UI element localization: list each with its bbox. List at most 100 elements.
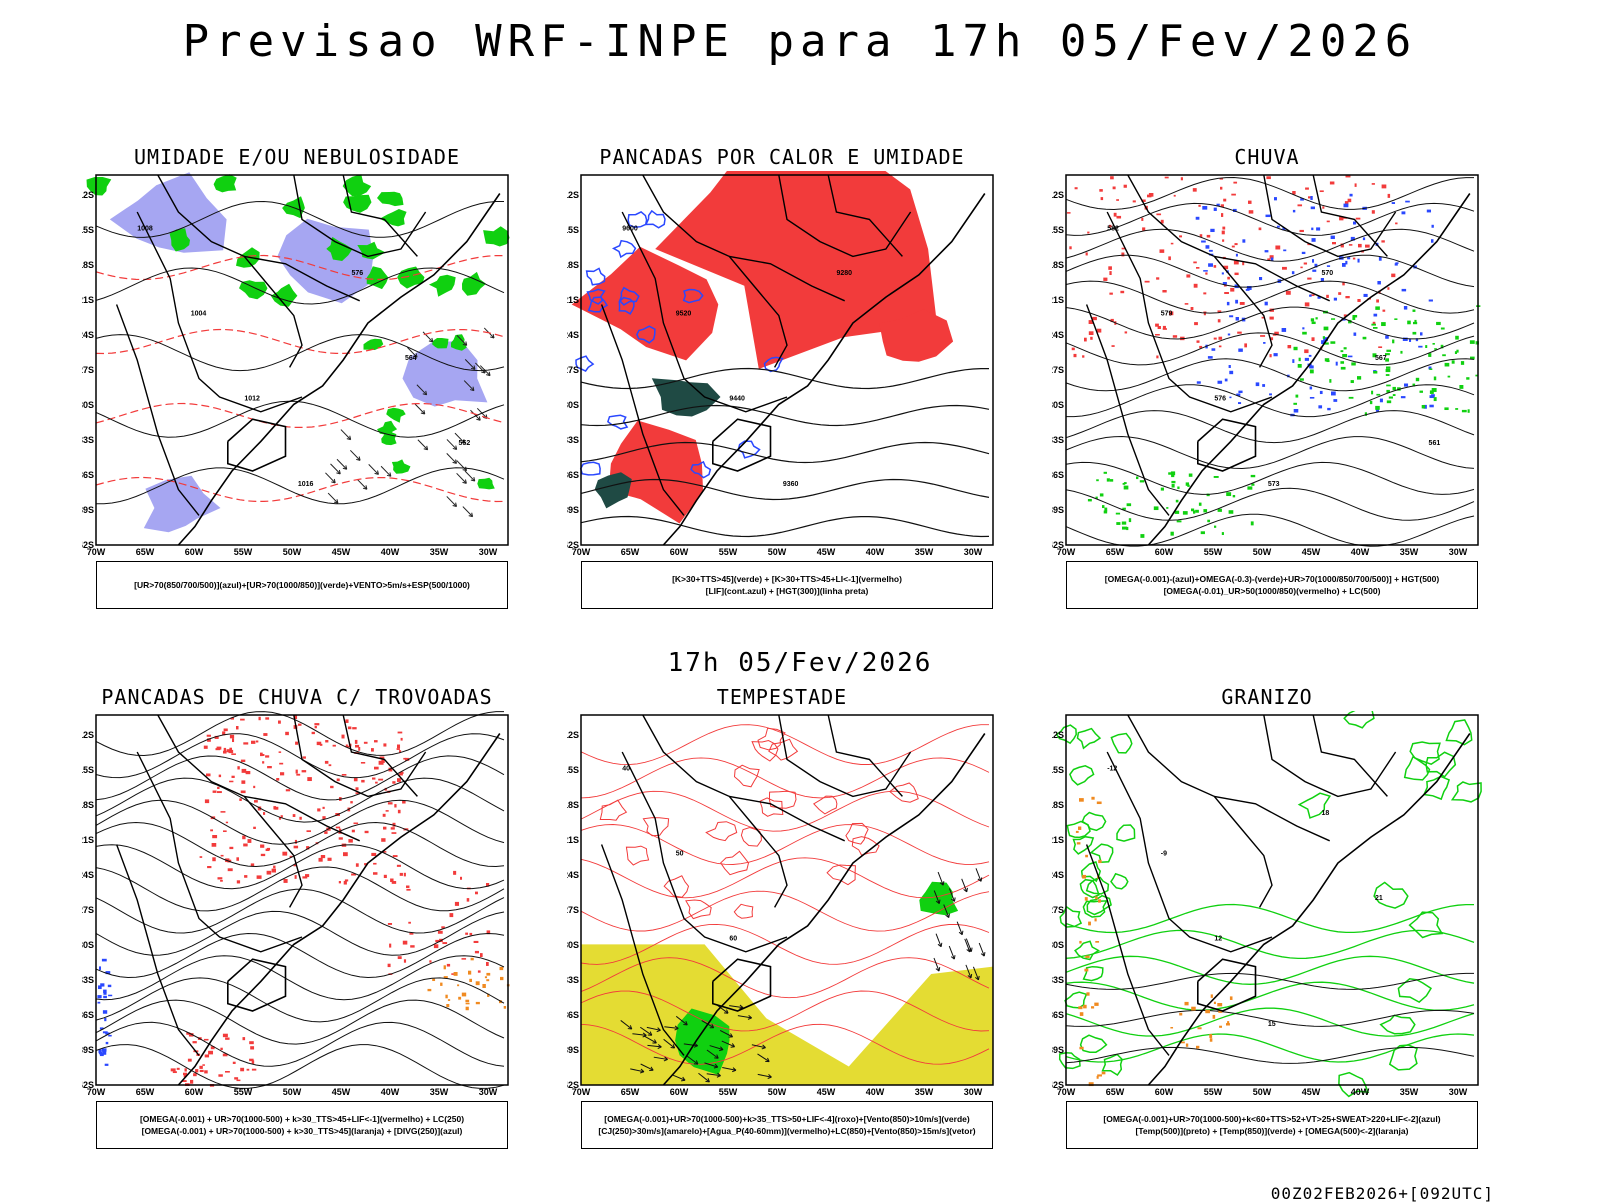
wind-vector: [965, 964, 973, 979]
rain-blue-cell: [1274, 197, 1277, 201]
omega-orange-cell: [1096, 1075, 1099, 1079]
map-frame: [1065, 174, 1479, 546]
map-background: [96, 715, 508, 1085]
legend-box: [K>30+TTS>45](verde) + [K>30+TTS>45+LI<-…: [581, 561, 993, 609]
streamline-850: [580, 923, 990, 965]
rain-blue-cell: [1208, 263, 1213, 267]
geography-layer: 1008 1004 1012 1016 576 564 552: [115, 174, 501, 546]
rain-green-cell: [1160, 487, 1164, 491]
coastline: [662, 193, 986, 546]
political-border: [642, 174, 788, 368]
rain-green-cell: [1096, 479, 1099, 482]
longitude-label: 55W: [234, 547, 253, 557]
rain-red-cell: [1067, 212, 1071, 214]
thunderstorm-red-cell: [212, 835, 218, 839]
rain-blue-cell: [1263, 342, 1266, 344]
arrow-head: [462, 341, 468, 346]
rain-green-cell: [1110, 479, 1114, 482]
thunderstorm-red-cell: [250, 863, 255, 867]
thunderstorm-red-cell: [236, 857, 239, 861]
rain-green-cell: [1295, 394, 1299, 398]
rain-red-cell: [1121, 247, 1126, 250]
wind-vector: [470, 409, 481, 421]
thunderstorm-red-cell: [172, 1071, 177, 1074]
arrow-head: [476, 416, 481, 421]
longitude-label: 60W: [1155, 547, 1174, 557]
rain-green-cell: [1213, 476, 1219, 478]
streamline: [95, 844, 505, 890]
latitude-label: 36S: [1052, 1010, 1064, 1020]
wind-vector: [943, 904, 950, 918]
rain-green-cell: [1434, 348, 1437, 350]
rain-red-cell: [1340, 243, 1344, 248]
thunderstorm-red-cell: [222, 1033, 228, 1038]
arrow-shaft: [948, 888, 955, 902]
rain-green-cell: [1455, 408, 1459, 410]
longitude-label: 70W: [1057, 547, 1076, 557]
thunderstorm-red-cell: [351, 829, 355, 833]
arrow-shaft: [646, 1026, 661, 1031]
rain-red-cell: [1244, 343, 1248, 348]
streamline-850: [580, 757, 990, 799]
thunderstorm-orange-cell: [465, 999, 470, 1003]
rain-green-cell: [1381, 322, 1386, 327]
thunderstorm-red-cell: [364, 863, 368, 866]
omega-orange-cell: [1212, 1014, 1216, 1019]
rain-red-cell: [1096, 328, 1102, 333]
humidity-low-area: [477, 477, 495, 490]
rain-green-cell: [1461, 409, 1467, 413]
thunderstorm-red-cell: [223, 747, 227, 752]
longitude-label: 40W: [866, 547, 885, 557]
arrow-head: [356, 456, 361, 461]
wind-vector: [646, 1026, 661, 1033]
rain-blue-cell: [1311, 238, 1316, 242]
temp850-contour: [1101, 1053, 1123, 1077]
rain-green-cell: [1185, 482, 1190, 486]
thunderstorm-red-cell: [341, 734, 345, 739]
wind-vector: [729, 1004, 744, 1010]
wind-vector: [935, 933, 943, 948]
thunderstorm-red-cell: [397, 956, 402, 960]
latitude-label: 27S: [1052, 905, 1064, 915]
rain-red-cell: [1123, 184, 1127, 188]
map-background: [1066, 715, 1478, 1085]
arrow-head: [950, 955, 956, 960]
rain-red-cell: [1196, 340, 1200, 343]
rain-blue-cell: [1216, 203, 1220, 207]
rain-red-cell: [1168, 256, 1171, 261]
rain-green-cell: [1123, 482, 1127, 485]
geopotential-contour: [1065, 306, 1475, 340]
thunderstorm-red-cell: [223, 750, 227, 754]
temp850-contour: [1450, 781, 1482, 803]
contour-label: -12: [1107, 766, 1117, 773]
arrow-head: [386, 472, 392, 477]
latitude-label: 36S: [82, 1010, 94, 1020]
rain-green-cell: [1103, 510, 1108, 514]
temp500-contour: [1065, 1009, 1475, 1027]
rain-blue-cell: [1391, 202, 1396, 204]
rain-green-cell: [1388, 396, 1393, 399]
arrow-head: [683, 1021, 688, 1026]
rain-blue-cell: [1301, 251, 1306, 255]
rain-red-cell: [1352, 257, 1356, 260]
humidity-low-area: [86, 177, 112, 196]
contour-label: 9360: [783, 481, 799, 488]
thunderstorm-red-cell: [229, 780, 234, 783]
wind-vector: [653, 1056, 668, 1062]
thunderstorm-red-cell: [382, 851, 387, 853]
rain-red-cell: [1310, 294, 1315, 297]
contour-label: 582: [1107, 226, 1119, 233]
rain-green-cell: [1177, 486, 1180, 490]
latitude-label: 12S: [82, 190, 94, 200]
thunderstorm-red-cell: [372, 777, 376, 780]
arrow-shaft: [937, 871, 944, 886]
coastline: [1147, 733, 1471, 1086]
map-tempestade: 40 50 60 12S 15S 18S 21S 24S 27S 30S 33S 36S 39S 42S7…: [567, 714, 994, 1097]
political-border: [1085, 304, 1170, 516]
thickness-contour: [95, 402, 505, 428]
thunderstorm-red-cell: [469, 932, 473, 936]
latitude-label: 21S: [82, 295, 94, 305]
thunderstorm-red-cell: [324, 760, 329, 764]
thunderstorm-orange-cell: [446, 1004, 450, 1008]
rain-green-cell: [1128, 518, 1132, 523]
